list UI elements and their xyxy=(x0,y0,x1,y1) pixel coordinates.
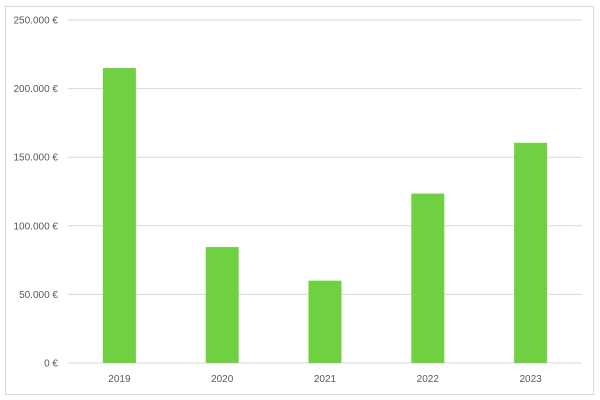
bar xyxy=(205,247,239,363)
y-tick-label: 50.000 € xyxy=(19,290,58,301)
y-tick-label: 0 € xyxy=(44,359,58,370)
y-tick-label: 200.000 € xyxy=(14,84,59,95)
y-tick-label: 100.000 € xyxy=(14,221,59,232)
x-tick-label: 2019 xyxy=(108,374,131,385)
y-tick-label: 250.000 € xyxy=(14,16,59,27)
x-tick-label: 2020 xyxy=(211,374,234,385)
x-tick-label: 2023 xyxy=(519,374,542,385)
bar xyxy=(411,193,445,363)
y-tick-label: 150.000 € xyxy=(14,153,59,164)
x-tick-label: 2022 xyxy=(417,374,440,385)
bar xyxy=(308,280,342,363)
bar xyxy=(514,142,548,363)
x-tick-label: 2021 xyxy=(314,374,337,385)
bar xyxy=(102,68,136,364)
